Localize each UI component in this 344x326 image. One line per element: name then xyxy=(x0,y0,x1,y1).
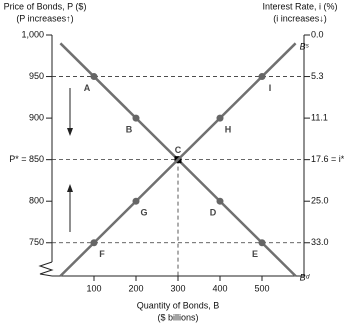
curve xyxy=(93,75,263,244)
y2-tick-label: 5.3 xyxy=(311,71,324,81)
curve-extension xyxy=(59,241,95,277)
arrow-up xyxy=(67,184,73,232)
point xyxy=(216,114,224,122)
curve-extension xyxy=(261,241,297,277)
y-tick-label: P* = 850 xyxy=(9,154,44,164)
y2-axis-note: (i increases↓) xyxy=(273,13,327,23)
y2-tick-label: 25.0 xyxy=(311,196,329,206)
curve-extension xyxy=(59,42,95,78)
point-label: H xyxy=(225,124,232,134)
x-tick-label: 500 xyxy=(254,283,269,293)
point xyxy=(258,73,266,81)
point xyxy=(132,197,140,205)
point xyxy=(90,239,98,247)
point-label: B xyxy=(126,124,133,134)
x-axis-note: ($ billions) xyxy=(157,312,198,322)
point-label: I xyxy=(269,83,272,93)
point-label: F xyxy=(99,249,105,259)
arrow-down xyxy=(67,88,73,136)
curve-label: Bᵈ xyxy=(300,272,311,282)
x-axis-title: Quantity of Bonds, B xyxy=(137,300,220,310)
y2-axis-title: Interest Rate, i (%) xyxy=(262,1,337,11)
curve-extension xyxy=(261,42,297,78)
point-label: E xyxy=(252,249,258,259)
y-tick-label: 750 xyxy=(29,237,44,247)
y-tick-label: 950 xyxy=(29,71,44,81)
y-axis-title: Price of Bonds, P ($) xyxy=(4,1,87,11)
curve-label: Bˢ xyxy=(300,42,310,52)
y2-tick-label: 11.1 xyxy=(311,112,328,122)
point xyxy=(90,73,98,81)
y2-tick-label: 17.6 = i* xyxy=(311,154,344,164)
point xyxy=(132,114,140,122)
axis-break xyxy=(38,261,54,277)
x-tick-label: 200 xyxy=(128,283,143,293)
point-label: C xyxy=(175,145,182,155)
point xyxy=(258,239,266,247)
point-label: D xyxy=(210,208,217,218)
x-tick-label: 300 xyxy=(170,283,185,293)
y2-tick-label: 33.0 xyxy=(311,237,329,247)
y-tick-label: 900 xyxy=(29,112,44,122)
y-tick-label: 1,000 xyxy=(21,29,44,39)
x-tick-label: 100 xyxy=(86,283,101,293)
y-tick-label: 800 xyxy=(29,196,44,206)
point-label: A xyxy=(84,83,91,93)
point-label: G xyxy=(140,208,147,218)
x-tick-label: 400 xyxy=(212,283,227,293)
y2-tick-label: 0.0 xyxy=(311,29,324,39)
y-axis-note: (P increases↑) xyxy=(16,13,73,23)
point xyxy=(216,197,224,205)
